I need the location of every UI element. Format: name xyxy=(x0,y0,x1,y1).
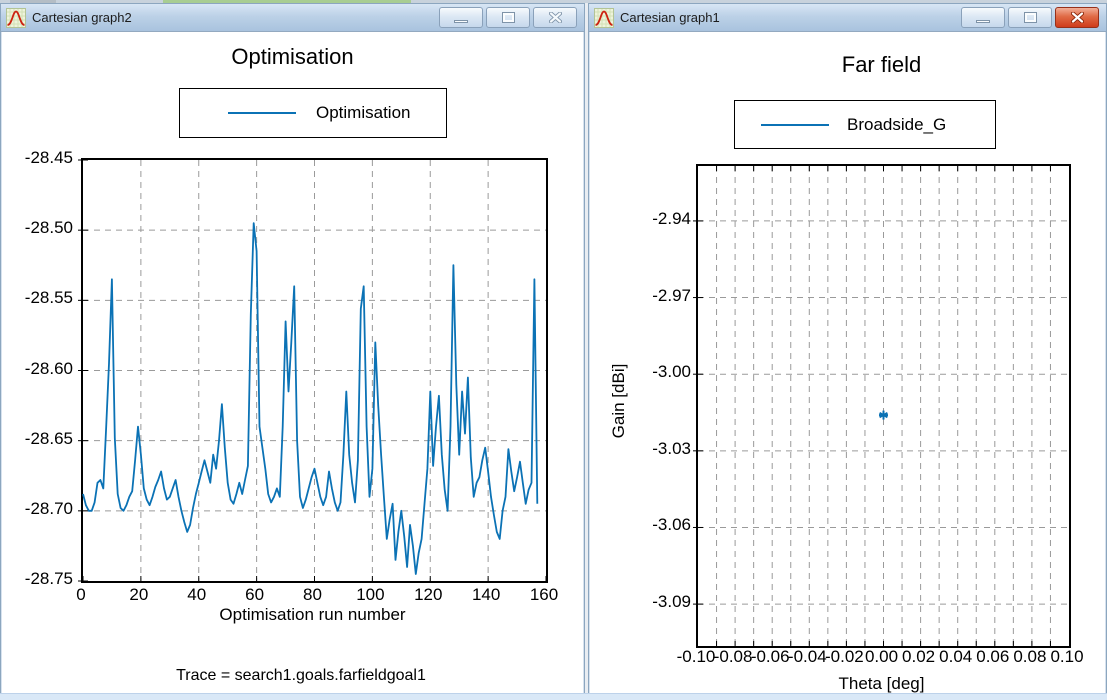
x-tick-label: 80 xyxy=(303,585,322,604)
y-tick-label: -28.70 xyxy=(24,498,73,518)
y-tick-label: -3.06 xyxy=(652,515,691,535)
x-tick-label: 20 xyxy=(129,585,149,604)
plot-area-optimisation[interactable] xyxy=(78,158,548,583)
x-tick-label: 0.08 xyxy=(1013,647,1047,666)
x-tick-label: -0.10 xyxy=(676,647,716,666)
legend-line-swatch xyxy=(761,123,829,126)
titlebar[interactable]: Cartesian graph2 xyxy=(1,4,584,32)
tab-strip-gray-segment xyxy=(10,0,56,3)
maximize-button[interactable] xyxy=(486,7,530,28)
top-tab-strip xyxy=(0,0,1107,3)
x-tick-label: 0.02 xyxy=(902,647,936,666)
window-cartesian-graph1: Cartesian graph1 Far field Broadside_G G… xyxy=(588,3,1107,697)
x-tick-label: -0.06 xyxy=(750,647,790,666)
trace-annotation: Trace = search1.goals.farfieldgoal1 xyxy=(176,667,426,684)
x-tick-label: 120 xyxy=(414,585,443,604)
x-tick-label: 60 xyxy=(245,585,265,604)
window-controls xyxy=(961,7,1099,28)
x-axis-label: Theta [deg] xyxy=(838,674,925,693)
legend-label: Broadside_G xyxy=(847,114,947,134)
window-title: Cartesian graph2 xyxy=(32,10,132,25)
legend-line-swatch xyxy=(228,112,296,114)
close-icon xyxy=(1070,12,1084,23)
window-cartesian-graph2: Cartesian graph2 Optimisation Optimisati… xyxy=(0,3,585,697)
y-tick-label: -28.45 xyxy=(24,148,73,167)
legend-label: Optimisation xyxy=(316,103,411,122)
legend-far-field[interactable]: Broadside_G xyxy=(734,100,996,149)
x-tick-label: 0.00 xyxy=(864,647,899,666)
x-tick-label: -0.02 xyxy=(825,647,864,666)
graph-curve-icon xyxy=(6,8,26,28)
y-tick-label: -28.65 xyxy=(24,428,73,448)
x-axis-label: Optimisation run number xyxy=(219,605,406,624)
tab-strip-green-segment xyxy=(163,0,411,3)
x-tick-label: 0.06 xyxy=(976,647,1010,666)
close-button[interactable] xyxy=(533,7,577,28)
x-tick-label: 0 xyxy=(76,585,86,604)
minimize-button[interactable] xyxy=(961,7,1005,28)
window-title: Cartesian graph1 xyxy=(620,10,720,25)
x-tick-label: 100 xyxy=(356,585,385,604)
bottom-window-edge xyxy=(0,693,1107,700)
window-controls xyxy=(439,7,577,28)
marker-broadside_g xyxy=(879,410,888,420)
y-tick-label: -2.94 xyxy=(652,208,691,228)
titlebar[interactable]: Cartesian graph1 xyxy=(589,4,1106,32)
y-tick-label: -28.50 xyxy=(24,218,73,238)
y-tick-label: -2.97 xyxy=(652,285,691,305)
x-tick-label: 140 xyxy=(471,585,501,604)
x-tick-label: 40 xyxy=(187,585,207,604)
maximize-button[interactable] xyxy=(1008,7,1052,28)
maximize-icon xyxy=(501,12,515,23)
y-tick-label: -28.55 xyxy=(24,288,73,308)
y-axis-label: Gain [dBi] xyxy=(609,363,628,439)
minimize-button[interactable] xyxy=(439,7,483,28)
x-tick-label: 160 xyxy=(529,585,559,604)
chart-title-optimisation: Optimisation xyxy=(231,44,354,69)
y-tick-label: -28.75 xyxy=(24,569,73,588)
minimize-icon xyxy=(976,19,990,23)
x-tick-label: -0.04 xyxy=(787,647,827,666)
x-tick-label: -0.08 xyxy=(713,647,753,666)
graph-curve-icon xyxy=(594,8,614,28)
legend-optimisation[interactable]: Optimisation xyxy=(179,88,447,138)
y-tick-label: -3.00 xyxy=(652,362,691,382)
maximize-icon xyxy=(1023,12,1037,23)
plot-area-far-field[interactable] xyxy=(693,164,1071,648)
x-tick-label: 0.04 xyxy=(939,647,973,666)
close-icon xyxy=(548,12,562,23)
x-tick-label: 0.10 xyxy=(1050,647,1084,666)
y-tick-label: -28.60 xyxy=(24,358,73,378)
chart-title-far-field: Far field xyxy=(841,52,922,77)
minimize-icon xyxy=(454,19,468,23)
y-tick-label: -3.03 xyxy=(652,438,691,458)
trace-optimisation xyxy=(82,222,539,575)
y-tick-label: -3.09 xyxy=(652,592,691,612)
close-button[interactable] xyxy=(1055,7,1099,28)
